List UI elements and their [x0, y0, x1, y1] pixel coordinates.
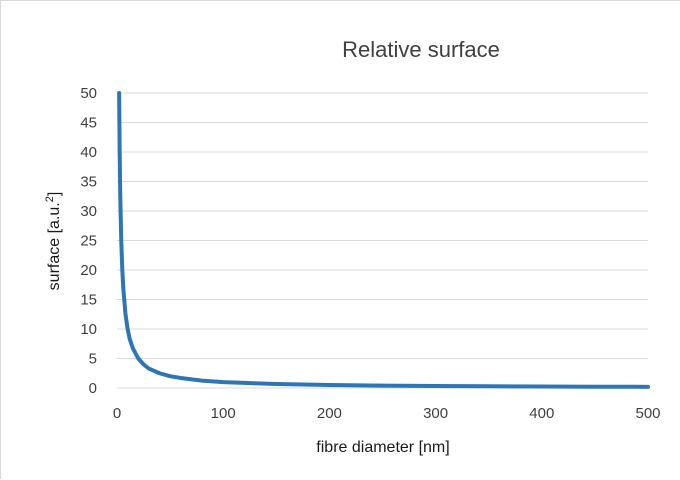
- grid-lines: [117, 92, 648, 389]
- y-tick-label: 10: [80, 321, 97, 338]
- y-tick-label: 40: [80, 144, 97, 161]
- x-tick-label: 100: [211, 405, 236, 422]
- x-tick-label: 200: [317, 405, 342, 422]
- y-tick-label: 45: [80, 115, 97, 132]
- y-tick-labels: 0 5 10 15 20 25 30 35 40 45 50: [80, 85, 97, 397]
- y-axis-title-end: ]: [46, 192, 63, 196]
- y-tick-label: 15: [80, 292, 97, 309]
- x-tick-label: 500: [635, 405, 660, 422]
- y-tick-label: 20: [80, 262, 97, 279]
- y-tick-label: 35: [80, 174, 97, 191]
- series-line-0: [117, 91, 650, 389]
- y-tick-label: 5: [89, 351, 97, 368]
- y-tick-label: 30: [80, 203, 97, 220]
- chart-title: Relative surface: [342, 37, 500, 62]
- y-tick-label: 25: [80, 233, 97, 250]
- x-tick-label: 400: [529, 405, 554, 422]
- y-axis-title-superscript: 2: [44, 196, 56, 202]
- series-layer: [117, 91, 650, 389]
- y-tick-label: 0: [89, 380, 97, 397]
- x-axis-title: fibre diameter [nm]: [316, 439, 449, 456]
- y-axis-title: surface [a.u.2]: [44, 192, 63, 291]
- y-axis-title-main: surface [a.u.: [46, 202, 63, 290]
- y-tick-label: 50: [80, 85, 97, 102]
- x-tick-label: 0: [113, 405, 121, 422]
- x-tick-labels: 0 100 200 300 400 500: [113, 405, 661, 422]
- x-tick-label: 300: [423, 405, 448, 422]
